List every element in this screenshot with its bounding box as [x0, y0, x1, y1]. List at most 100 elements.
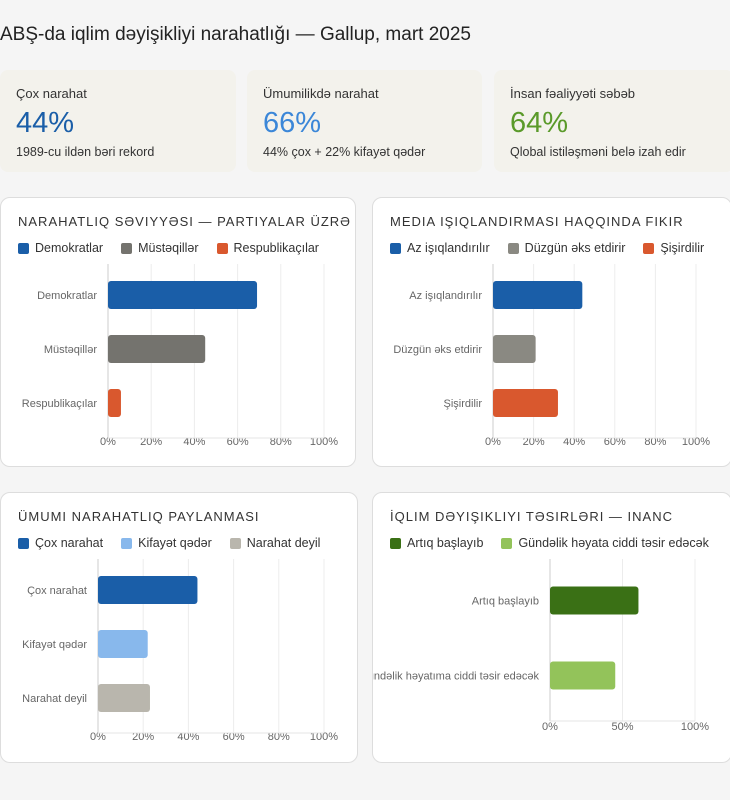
chart-title: İQLIM DƏYIŞIKLIYI TƏSIRLƏRI — INANC — [390, 509, 673, 524]
legend-label: Demokratlar — [35, 241, 104, 255]
x-tick-label: 40% — [183, 436, 205, 448]
legend-label: Şişirdilir — [660, 241, 705, 255]
legend-label: Respublikaçılar — [233, 241, 319, 255]
legend-item[interactable]: Az işıqlandırılır — [390, 241, 490, 255]
chart-title: ÜMUMI NARAHATLIQ PAYLANMASI — [18, 509, 260, 524]
chart-legend: Artıq başlayıb Gündəlik həyata ciddi təsi… — [390, 536, 709, 550]
legend-swatch — [507, 242, 519, 254]
bar[interactable] — [98, 630, 148, 658]
bar[interactable] — [493, 281, 583, 309]
y-category-label: Artıq başlayıb — [472, 596, 539, 608]
chart-card-party: NARAHATLIQ SƏVIYYƏSI — PARTIYALAR ÜZRƏ De… — [0, 197, 356, 467]
x-tick-label: 80% — [268, 731, 290, 743]
bar-chart: 0% 20% 40% 60% 80% 100% Az işıqlandırılır Düzgü… — [393, 264, 710, 448]
legend-item[interactable]: Demokratlar — [18, 241, 103, 255]
y-category-label: Müstəqillər — [44, 344, 98, 356]
y-category-label: Gündəlik həyatıma ciddi təsir edəcək — [373, 671, 539, 683]
x-tick-label: 20% — [523, 436, 545, 448]
x-tick-label: 0% — [542, 721, 558, 733]
legend-label: Kifayət qədər — [138, 536, 212, 550]
page-title: ABŞ-da iqlim dəyişikliyi narahatlığı — G… — [0, 24, 471, 45]
x-tick-label: 50% — [611, 721, 633, 733]
y-category-label: Az işıqlandırılır — [409, 290, 482, 302]
legend-label: Düzgün əks etdirir — [524, 241, 626, 255]
kpi-value: 64% — [510, 107, 569, 139]
legend-swatch — [229, 537, 241, 549]
legend-label: Narahat deyil — [246, 536, 321, 550]
y-category-label: Demokratlar — [37, 290, 97, 302]
legend-swatch — [18, 537, 29, 549]
legend-swatch — [121, 242, 133, 254]
x-tick-label: 0% — [485, 436, 501, 448]
chart-title: NARAHATLIQ SƏVIYYƏSI — PARTIYALAR ÜZRƏ — [18, 214, 351, 229]
legend-item[interactable]: Narahat deyil — [229, 536, 321, 550]
x-tick-label: 0% — [100, 436, 116, 448]
bar[interactable] — [98, 576, 198, 604]
bar[interactable] — [108, 281, 258, 309]
y-category-label: Respublikaçılar — [22, 398, 98, 410]
x-tick-label: 20% — [140, 436, 162, 448]
x-tick-label: 100% — [310, 731, 338, 743]
legend-item[interactable]: Düzgün əks etdirir — [507, 241, 626, 255]
legend-item[interactable]: Şişirdilir — [643, 241, 704, 255]
kpi-subtext: 1989-cu ildən bəri rekord — [16, 145, 155, 159]
y-category-label: Çox narahat — [27, 585, 87, 597]
chart-card-impacts: İQLIM DƏYIŞIKLIYI TƏSIRLƏRI — INANC Artıq… — [372, 492, 730, 763]
legend-label: Çox narahat — [35, 536, 104, 550]
legend-swatch — [501, 537, 513, 549]
x-tick-label: 100% — [310, 436, 338, 448]
legend-item[interactable]: Artıq başlayıb — [390, 536, 483, 550]
x-tick-label: 80% — [644, 436, 666, 448]
kpi-card-overall-concerned: Ümumilikdə narahat 66% 44% çox + 22% kif… — [247, 70, 482, 172]
legend-label: Az işıqlandırılır — [407, 241, 490, 255]
chart-legend: Demokratlar Müstəqillər Respublikaçılar — [18, 241, 319, 255]
legend-item[interactable]: Çox narahat — [18, 536, 103, 550]
kpi-card-human-cause: İnsan fəaliyyəti səbəb 64% Qlobal istilə… — [494, 70, 730, 172]
y-category-label: Narahat deyil — [22, 693, 87, 705]
legend-swatch — [390, 242, 401, 254]
bar[interactable] — [493, 335, 536, 363]
bar[interactable] — [108, 335, 206, 363]
legend-item[interactable]: Kifayət qədər — [121, 536, 212, 550]
bar[interactable] — [108, 389, 121, 417]
chart-card-media: MEDIA IŞIQLANDIRMASI HAQQINDA FIKIR Az iş… — [372, 197, 730, 467]
kpi-card-very-concerned: Çox narahat 44% 1989-cu ildən bəri rekor… — [0, 70, 236, 172]
legend-swatch — [121, 537, 133, 549]
legend-item[interactable]: Respublikaçılar — [216, 241, 319, 255]
legend-swatch — [216, 242, 228, 254]
x-tick-label: 60% — [227, 436, 249, 448]
x-tick-label: 20% — [132, 731, 154, 743]
legend-swatch — [643, 242, 655, 254]
chart-legend: Çox narahat Kifayət qədər Narahat deyil — [18, 536, 320, 550]
kpi-label: Ümumilikdə narahat — [263, 86, 379, 101]
bar-chart: 0% 20% 40% 60% 80% 100% Demokratlar Müstəqillər… — [22, 264, 338, 448]
x-tick-label: 100% — [682, 436, 710, 448]
y-category-label: Şişirdilir — [444, 398, 483, 410]
legend-swatch — [18, 242, 29, 254]
legend-swatch — [390, 537, 401, 549]
kpi-subtext: 44% çox + 22% kifayət qədər — [263, 145, 426, 159]
legend-label: Müstəqillər — [138, 241, 199, 255]
bar-chart: 0% 50% 100% Artıq başlayıb Gündəlik həyatıma… — [373, 559, 709, 733]
legend-label: Artıq başlayıb — [407, 536, 484, 550]
chart-card-distribution: ÜMUMI NARAHATLIQ PAYLANMASI Çox narahat Ki… — [0, 492, 358, 763]
bar[interactable] — [493, 389, 558, 417]
bar[interactable] — [550, 586, 639, 615]
x-tick-label: 60% — [604, 436, 626, 448]
kpi-value: 44% — [16, 107, 75, 139]
x-tick-label: 40% — [177, 731, 199, 743]
bar[interactable] — [98, 684, 150, 712]
y-category-label: Düzgün əks etdirir — [393, 344, 482, 356]
chart-legend: Az işıqlandırılır Düzgün əks etdirir Şişir… — [390, 241, 704, 255]
legend-item[interactable]: Gündəlik həyata ciddi təsir edəcək — [501, 536, 709, 550]
bar-chart: 0% 20% 40% 60% 80% 100% Çox narahat Kifayət qəd… — [22, 559, 338, 743]
legend-item[interactable]: Müstəqillər — [121, 241, 199, 255]
x-tick-label: 60% — [223, 731, 245, 743]
legend-label: Gündəlik həyata ciddi təsir edəcək — [518, 536, 709, 550]
bar[interactable] — [550, 661, 616, 690]
x-tick-label: 0% — [90, 731, 106, 743]
x-tick-label: 100% — [681, 721, 709, 733]
y-category-label: Kifayət qədər — [22, 639, 87, 651]
chart-title: MEDIA IŞIQLANDIRMASI HAQQINDA FIKIR — [390, 214, 684, 229]
kpi-subtext: Qlobal istiləşməni belə izah edir — [510, 145, 686, 159]
